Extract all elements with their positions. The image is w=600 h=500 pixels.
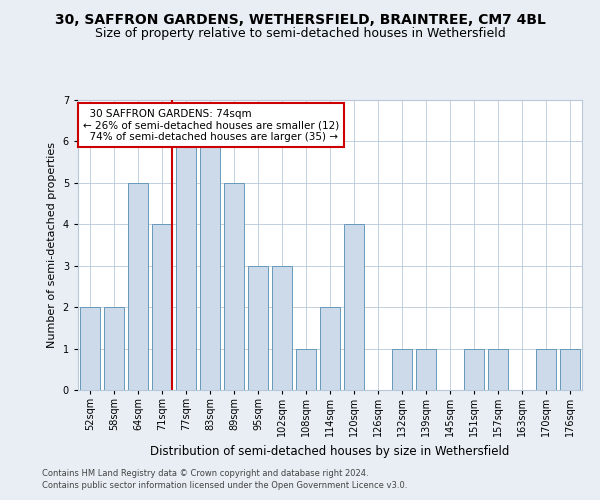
Text: Contains HM Land Registry data © Crown copyright and database right 2024.: Contains HM Land Registry data © Crown c…: [42, 468, 368, 477]
Text: Contains public sector information licensed under the Open Government Licence v3: Contains public sector information licen…: [42, 481, 407, 490]
Bar: [560, 348, 580, 390]
Bar: [152, 224, 172, 390]
Bar: [464, 348, 484, 390]
Bar: [416, 348, 436, 390]
Bar: [104, 307, 124, 390]
Bar: [536, 348, 556, 390]
Bar: [176, 142, 196, 390]
Text: 30, SAFFRON GARDENS, WETHERSFIELD, BRAINTREE, CM7 4BL: 30, SAFFRON GARDENS, WETHERSFIELD, BRAIN…: [55, 12, 545, 26]
Bar: [344, 224, 364, 390]
Bar: [296, 348, 316, 390]
X-axis label: Distribution of semi-detached houses by size in Wethersfield: Distribution of semi-detached houses by …: [151, 444, 509, 458]
Bar: [272, 266, 292, 390]
Bar: [392, 348, 412, 390]
Bar: [224, 183, 244, 390]
Y-axis label: Number of semi-detached properties: Number of semi-detached properties: [47, 142, 57, 348]
Bar: [128, 183, 148, 390]
Bar: [248, 266, 268, 390]
Text: Size of property relative to semi-detached houses in Wethersfield: Size of property relative to semi-detach…: [95, 28, 505, 40]
Bar: [200, 142, 220, 390]
Bar: [488, 348, 508, 390]
Bar: [320, 307, 340, 390]
Text: 30 SAFFRON GARDENS: 74sqm
← 26% of semi-detached houses are smaller (12)
  74% o: 30 SAFFRON GARDENS: 74sqm ← 26% of semi-…: [83, 108, 339, 142]
Bar: [80, 307, 100, 390]
